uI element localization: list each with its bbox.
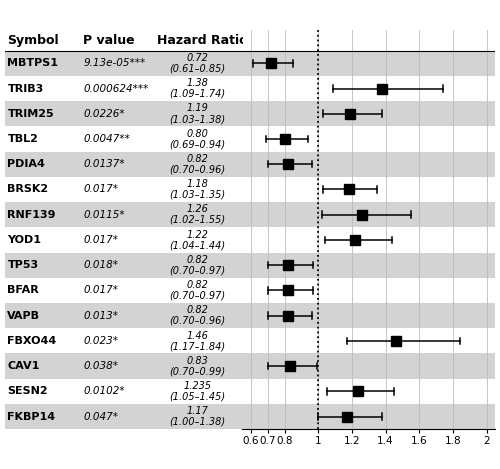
Text: 0.0137*: 0.0137* xyxy=(84,159,125,169)
FancyBboxPatch shape xyxy=(5,51,242,76)
Text: 1.22: 1.22 xyxy=(186,230,208,240)
FancyBboxPatch shape xyxy=(242,227,495,252)
FancyBboxPatch shape xyxy=(242,101,495,126)
Text: 0.82: 0.82 xyxy=(186,305,208,315)
Text: 1.235: 1.235 xyxy=(184,381,212,391)
Text: 0.038*: 0.038* xyxy=(84,361,118,371)
FancyBboxPatch shape xyxy=(242,76,495,101)
FancyBboxPatch shape xyxy=(242,354,495,378)
Text: 0.013*: 0.013* xyxy=(84,310,118,321)
FancyBboxPatch shape xyxy=(5,151,242,177)
FancyBboxPatch shape xyxy=(5,202,242,227)
Text: 0.023*: 0.023* xyxy=(84,336,118,346)
Text: 0.018*: 0.018* xyxy=(84,260,118,270)
Text: P value: P value xyxy=(84,34,135,46)
Text: (1.05–1.45): (1.05–1.45) xyxy=(170,392,226,401)
Text: (1.00–1.38): (1.00–1.38) xyxy=(170,417,226,427)
Text: CAV1: CAV1 xyxy=(8,361,40,371)
Text: 1.17: 1.17 xyxy=(186,406,208,416)
FancyBboxPatch shape xyxy=(242,177,495,202)
FancyBboxPatch shape xyxy=(242,51,495,76)
Text: (1.09–1.74): (1.09–1.74) xyxy=(170,89,226,99)
FancyBboxPatch shape xyxy=(5,101,242,126)
Text: 0.72: 0.72 xyxy=(186,53,208,63)
Text: 0.0226*: 0.0226* xyxy=(84,109,125,119)
Text: TRIM25: TRIM25 xyxy=(8,109,54,119)
Text: YOD1: YOD1 xyxy=(8,235,42,245)
Text: 0.82: 0.82 xyxy=(186,255,208,265)
Text: FKBP14: FKBP14 xyxy=(8,411,56,422)
Text: (1.02–1.55): (1.02–1.55) xyxy=(170,215,226,225)
Text: 0.80: 0.80 xyxy=(186,129,208,139)
Text: BFAR: BFAR xyxy=(8,285,39,295)
Text: 0.017*: 0.017* xyxy=(84,285,118,295)
Text: BRSK2: BRSK2 xyxy=(8,184,48,195)
FancyBboxPatch shape xyxy=(242,126,495,151)
FancyBboxPatch shape xyxy=(5,126,242,151)
Text: SESN2: SESN2 xyxy=(8,386,48,396)
FancyBboxPatch shape xyxy=(242,151,495,177)
Text: MBTPS1: MBTPS1 xyxy=(8,58,59,68)
FancyBboxPatch shape xyxy=(5,328,242,354)
FancyBboxPatch shape xyxy=(5,378,242,404)
Text: TRIB3: TRIB3 xyxy=(8,83,44,93)
FancyBboxPatch shape xyxy=(242,378,495,404)
Text: (0.70–0.96): (0.70–0.96) xyxy=(170,165,226,174)
Text: 0.017*: 0.017* xyxy=(84,184,118,195)
Text: 0.047*: 0.047* xyxy=(84,411,118,422)
FancyBboxPatch shape xyxy=(5,76,242,101)
Text: Symbol: Symbol xyxy=(8,34,59,46)
FancyBboxPatch shape xyxy=(5,354,242,378)
FancyBboxPatch shape xyxy=(242,328,495,354)
Text: 0.0102*: 0.0102* xyxy=(84,386,125,396)
FancyBboxPatch shape xyxy=(5,252,242,278)
Text: 0.82: 0.82 xyxy=(186,280,208,290)
FancyBboxPatch shape xyxy=(242,202,495,227)
Text: 1.46: 1.46 xyxy=(186,331,208,340)
Text: (0.70–0.97): (0.70–0.97) xyxy=(170,265,226,275)
FancyBboxPatch shape xyxy=(5,177,242,202)
Text: (0.70–0.96): (0.70–0.96) xyxy=(170,316,226,326)
Text: (0.69–0.94): (0.69–0.94) xyxy=(170,139,226,149)
Text: PDIA4: PDIA4 xyxy=(8,159,45,169)
FancyBboxPatch shape xyxy=(5,278,242,303)
Text: 0.82: 0.82 xyxy=(186,154,208,164)
FancyBboxPatch shape xyxy=(242,303,495,328)
Text: Hazard Ratio: Hazard Ratio xyxy=(157,34,248,46)
Text: 0.0115*: 0.0115* xyxy=(84,210,125,219)
Text: 1.18: 1.18 xyxy=(186,179,208,189)
Text: (1.03–1.38): (1.03–1.38) xyxy=(170,114,226,124)
Text: (1.17–1.84): (1.17–1.84) xyxy=(170,341,226,351)
Text: (0.70–0.99): (0.70–0.99) xyxy=(170,366,226,376)
Text: (1.03–1.35): (1.03–1.35) xyxy=(170,190,226,200)
Text: 1.38: 1.38 xyxy=(186,78,208,88)
Text: FBXO44: FBXO44 xyxy=(8,336,56,346)
Text: 0.83: 0.83 xyxy=(186,356,208,366)
Text: 0.0047**: 0.0047** xyxy=(84,134,130,144)
Text: (0.61–0.85): (0.61–0.85) xyxy=(170,64,226,74)
Text: 1.26: 1.26 xyxy=(186,204,208,214)
Text: (0.70–0.97): (0.70–0.97) xyxy=(170,291,226,301)
Text: VAPB: VAPB xyxy=(8,310,40,321)
Text: RNF139: RNF139 xyxy=(8,210,56,219)
Text: 9.13e-05***: 9.13e-05*** xyxy=(84,58,146,68)
Text: 1.19: 1.19 xyxy=(186,104,208,113)
Text: TBL2: TBL2 xyxy=(8,134,38,144)
FancyBboxPatch shape xyxy=(242,278,495,303)
Text: (1.04–1.44): (1.04–1.44) xyxy=(170,240,226,250)
Text: 0.000624***: 0.000624*** xyxy=(84,83,149,93)
FancyBboxPatch shape xyxy=(242,252,495,278)
Text: 0.017*: 0.017* xyxy=(84,235,118,245)
FancyBboxPatch shape xyxy=(5,404,242,429)
Text: TP53: TP53 xyxy=(8,260,38,270)
FancyBboxPatch shape xyxy=(242,404,495,429)
FancyBboxPatch shape xyxy=(5,303,242,328)
FancyBboxPatch shape xyxy=(5,227,242,252)
